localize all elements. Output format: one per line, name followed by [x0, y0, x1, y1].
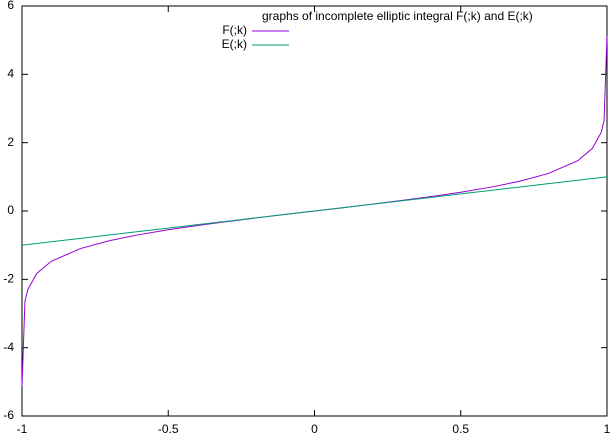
x-tick-label: 1: [604, 422, 611, 435]
y-tick-label: 6: [7, 0, 14, 12]
chart-title: graphs of incomplete elliptic integral F…: [262, 9, 533, 23]
y-tick-label: 2: [7, 135, 14, 149]
y-tick-label: 0: [7, 203, 14, 217]
y-tick-label: -4: [3, 340, 14, 354]
x-tick-label: 0: [311, 422, 318, 435]
x-tick-label: 0.5: [452, 422, 469, 435]
x-tick-label: -1: [17, 422, 28, 435]
y-tick-label: 4: [7, 67, 14, 81]
legend-label: E(;k): [222, 37, 247, 51]
x-tick-label: -0.5: [158, 422, 179, 435]
legend-label: F(;k): [222, 23, 247, 37]
y-tick-label: -6: [3, 408, 14, 422]
y-tick-label: -2: [3, 272, 14, 286]
series-line: [21, 176, 608, 246]
